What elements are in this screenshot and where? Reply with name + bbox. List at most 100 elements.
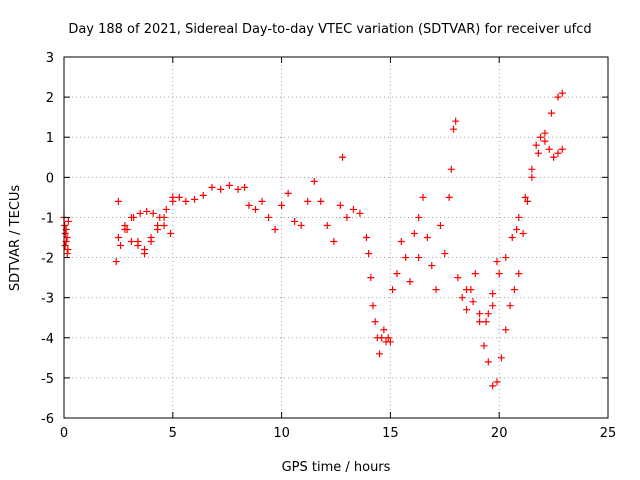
- y-tick-label: -4: [41, 332, 54, 347]
- data-point: [502, 326, 510, 334]
- data-point: [489, 302, 497, 310]
- data-point: [365, 250, 373, 258]
- data-point: [258, 197, 266, 205]
- x-tick-label: 10: [273, 426, 290, 441]
- data-point: [436, 221, 444, 229]
- data-point: [225, 181, 233, 189]
- data-point: [284, 189, 292, 197]
- data-point: [127, 213, 135, 221]
- data-point: [362, 234, 370, 241]
- data-point: [64, 246, 72, 254]
- data-point: [547, 109, 555, 117]
- data-point: [528, 165, 536, 173]
- data-point: [393, 270, 401, 278]
- data-point: [278, 201, 286, 209]
- data-points: [60, 89, 566, 390]
- data-point: [541, 129, 549, 137]
- data-point: [541, 137, 549, 145]
- data-point: [304, 197, 312, 205]
- data-point: [471, 270, 479, 278]
- x-tick-label: 25: [600, 426, 617, 441]
- data-point: [415, 254, 423, 262]
- data-point: [513, 225, 521, 233]
- data-point: [406, 278, 414, 286]
- data-point: [454, 274, 462, 282]
- data-point: [141, 250, 149, 258]
- data-point: [271, 225, 279, 233]
- data-point: [339, 153, 347, 161]
- data-point: [114, 234, 122, 241]
- data-point: [493, 378, 501, 386]
- y-tick-label: 0: [46, 171, 54, 186]
- data-point: [234, 185, 242, 193]
- data-point: [463, 286, 471, 294]
- y-axis-ticks: -6 -5 -4 -3 -2 -1 0 1 2 3: [41, 51, 608, 427]
- data-point: [452, 117, 460, 125]
- x-tick-label: 20: [491, 426, 508, 441]
- data-point: [410, 229, 418, 237]
- data-point: [447, 165, 455, 173]
- data-point: [476, 318, 484, 326]
- data-point: [162, 205, 170, 213]
- data-point: [160, 221, 168, 229]
- data-point: [519, 229, 527, 237]
- data-point: [147, 238, 155, 246]
- data-point: [371, 318, 379, 326]
- data-point: [61, 242, 69, 250]
- data-point: [423, 234, 431, 241]
- x-tick-label: 5: [169, 426, 177, 441]
- y-tick-label: -2: [41, 252, 54, 267]
- y-tick-label: -1: [41, 211, 54, 226]
- data-point: [136, 209, 144, 217]
- data-point: [251, 205, 259, 213]
- data-point: [397, 238, 405, 246]
- data-point: [506, 302, 514, 310]
- data-point: [134, 238, 142, 246]
- x-axis-ticks: 0 5 10 15 20 25: [60, 57, 616, 441]
- data-point: [149, 209, 157, 217]
- data-point: [378, 334, 386, 342]
- data-point: [415, 213, 423, 221]
- data-point: [297, 221, 305, 229]
- data-point: [310, 177, 318, 185]
- data-point: [127, 238, 135, 246]
- data-point: [550, 153, 558, 161]
- y-tick-label: -5: [41, 372, 54, 387]
- data-point: [528, 173, 536, 181]
- data-point: [349, 205, 357, 213]
- data-point: [143, 207, 151, 215]
- data-point: [428, 262, 436, 270]
- data-point: [369, 302, 377, 310]
- grid-lines: [64, 57, 608, 418]
- data-point: [534, 149, 542, 157]
- data-point: [217, 185, 225, 193]
- data-point: [450, 125, 458, 133]
- y-tick-label: 2: [46, 91, 54, 106]
- data-point: [241, 183, 249, 191]
- data-point: [154, 221, 162, 229]
- chart-title: Day 188 of 2021, Sidereal Day-to-day VTE…: [68, 22, 591, 37]
- data-point: [482, 318, 490, 326]
- data-point: [545, 145, 553, 153]
- data-point: [367, 274, 375, 282]
- x-tick-label: 15: [382, 426, 399, 441]
- data-point: [380, 326, 388, 334]
- data-point: [441, 250, 449, 258]
- data-point: [493, 258, 501, 266]
- data-point: [317, 197, 325, 205]
- data-point: [167, 229, 175, 237]
- data-point: [558, 145, 566, 153]
- data-point: [445, 193, 453, 201]
- data-point: [463, 306, 471, 314]
- data-point: [121, 225, 129, 233]
- y-tick-label: -3: [41, 292, 54, 307]
- data-point: [343, 213, 351, 221]
- data-point: [63, 234, 71, 241]
- data-point: [515, 213, 523, 221]
- data-point: [114, 197, 122, 205]
- data-point: [291, 217, 299, 225]
- data-point: [245, 201, 253, 209]
- data-point: [323, 221, 331, 229]
- x-tick-label: 0: [60, 426, 68, 441]
